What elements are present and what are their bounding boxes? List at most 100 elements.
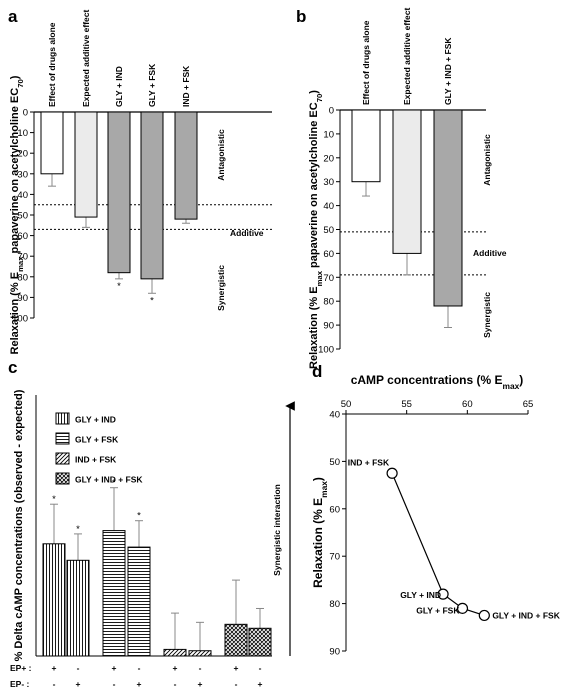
y-axis-title-a: Relaxation (% Emax papaverine on acetylc… [9,75,25,354]
y-tick-label-b: 10 [323,129,334,140]
y-axis-title-b: Relaxation (% Emax papaverine on acetylc… [308,90,324,369]
bar-a [174,111,198,220]
region-label-b: Antagonistic [482,134,492,186]
point-label-d: IND + FSK [348,457,390,467]
ep-minus-sign: + [258,679,263,688]
ep-plus-sign: - [259,663,262,673]
region-label-a: Antagonistic [216,129,226,181]
point-label-d: GLY + IND [400,590,441,600]
panel-label-b: b [296,7,306,26]
ep-minus-sign: + [198,679,203,688]
bar-c [224,623,248,657]
significance-star-c: * [76,524,80,535]
y-tick-label-d: 50 [329,457,340,468]
y-tick-label-b: 30 [323,177,334,188]
data-point-d [386,467,398,479]
legend-swatch-c [55,452,70,465]
data-point-d [478,609,490,622]
row-label-ep-minus: EP- : [10,679,30,688]
x-tick-label-d: 65 [523,399,534,410]
ep-plus-sign: + [52,663,57,673]
synergy-arrow-label: Synergistic interaction [272,484,282,576]
y-tick-label-b: 50 [323,225,334,236]
bar-a [140,111,164,280]
bar-c [188,650,212,657]
legend-swatch-c [55,432,70,445]
y-tick-label-d: 60 [329,504,340,515]
y-tick-label-a: 80 [17,272,28,283]
y-tick-label-d: 70 [329,552,340,563]
point-label-d: GLY + FSK [416,605,460,615]
legend-label-c: GLY + FSK [75,435,119,445]
panel-label-c: c [8,358,17,377]
ep-plus-sign: - [138,663,141,673]
y-tick-label-a: 100 [12,314,28,325]
series-line-d [391,473,485,617]
significance-star-a: * [117,281,121,292]
category-label-b: Expected additive effect [402,8,412,105]
category-label-a: GLY + FSK [147,63,157,107]
panel-label-a: a [8,7,18,26]
bar-c [248,627,272,657]
row-label-ep-plus: EP+ : [10,663,32,673]
ep-minus-sign: - [174,679,177,688]
y-tick-label-b: 20 [323,153,334,164]
y-tick-label-b: 70 [323,273,334,284]
category-label-b: GLY + IND + FSK [443,37,453,105]
significance-star-c: * [112,478,116,489]
y-tick-label-d: 90 [329,647,340,658]
ep-minus-sign: + [76,679,81,688]
y-tick-label-a: 10 [17,128,28,139]
category-label-a: IND + FSK [181,65,191,107]
ep-minus-sign: - [235,679,238,688]
ep-plus-sign: + [234,663,239,673]
ep-plus-sign: + [173,663,178,673]
y-tick-label-b: 40 [323,201,334,212]
ep-plus-sign: + [112,663,117,673]
y-axis-title-d: Relaxation (% Emax) [311,477,329,588]
y-tick-label-a: 30 [17,169,28,180]
panel-label-d: d [312,362,322,381]
y-tick-label-a: 60 [17,231,28,242]
significance-star-a: * [150,295,154,306]
y-tick-label-b: 60 [323,249,334,260]
y-tick-label-a: 50 [17,211,28,222]
bar-c [163,648,187,657]
y-tick-label-b: 90 [323,321,334,332]
ep-minus-sign: + [137,679,142,688]
x-tick-label-d: 50 [341,399,352,410]
bar-a [40,111,64,175]
region-label-a: Additive [230,228,264,238]
category-label-a: Effect of drugs alone [47,22,57,107]
y-tick-label-d: 80 [329,599,340,610]
legend-label-c: IND + FSK [75,455,117,465]
y-tick-label-b: 100 [318,345,334,356]
legend-label-c: GLY + IND + FSK [75,475,143,485]
point-label-d: GLY + IND + FSK [492,610,560,620]
ep-minus-sign: - [113,679,116,688]
legend-swatch-c [55,472,70,485]
x-tick-label-d: 55 [401,399,412,410]
bar-b [392,109,422,254]
y-tick-label-d: 40 [329,410,340,421]
x-tick-label-d: 60 [462,399,473,410]
ep-plus-sign: - [77,663,80,673]
legend-swatch-c [55,412,70,425]
region-label-a: Synergistic [216,265,226,311]
y-tick-label-a: 40 [17,190,28,201]
region-label-b: Synergistic [482,292,492,338]
data-point-d [437,588,449,600]
ep-minus-sign: - [53,679,56,688]
ep-plus-sign: - [199,663,202,673]
category-label-b: Effect of drugs alone [361,20,371,105]
y-tick-label-b: 0 [329,106,334,117]
bar-a [74,111,98,218]
category-label-a: Expected additive effect [81,10,91,107]
legend-label-c: GLY + IND [75,415,116,425]
significance-star-c: * [52,494,56,505]
y-axis-title-c: % Delta cAMP concentrations (observed - … [13,389,25,661]
significance-star-c: * [137,511,141,522]
bar-c [102,530,126,657]
y-tick-label-a: 20 [17,149,28,160]
